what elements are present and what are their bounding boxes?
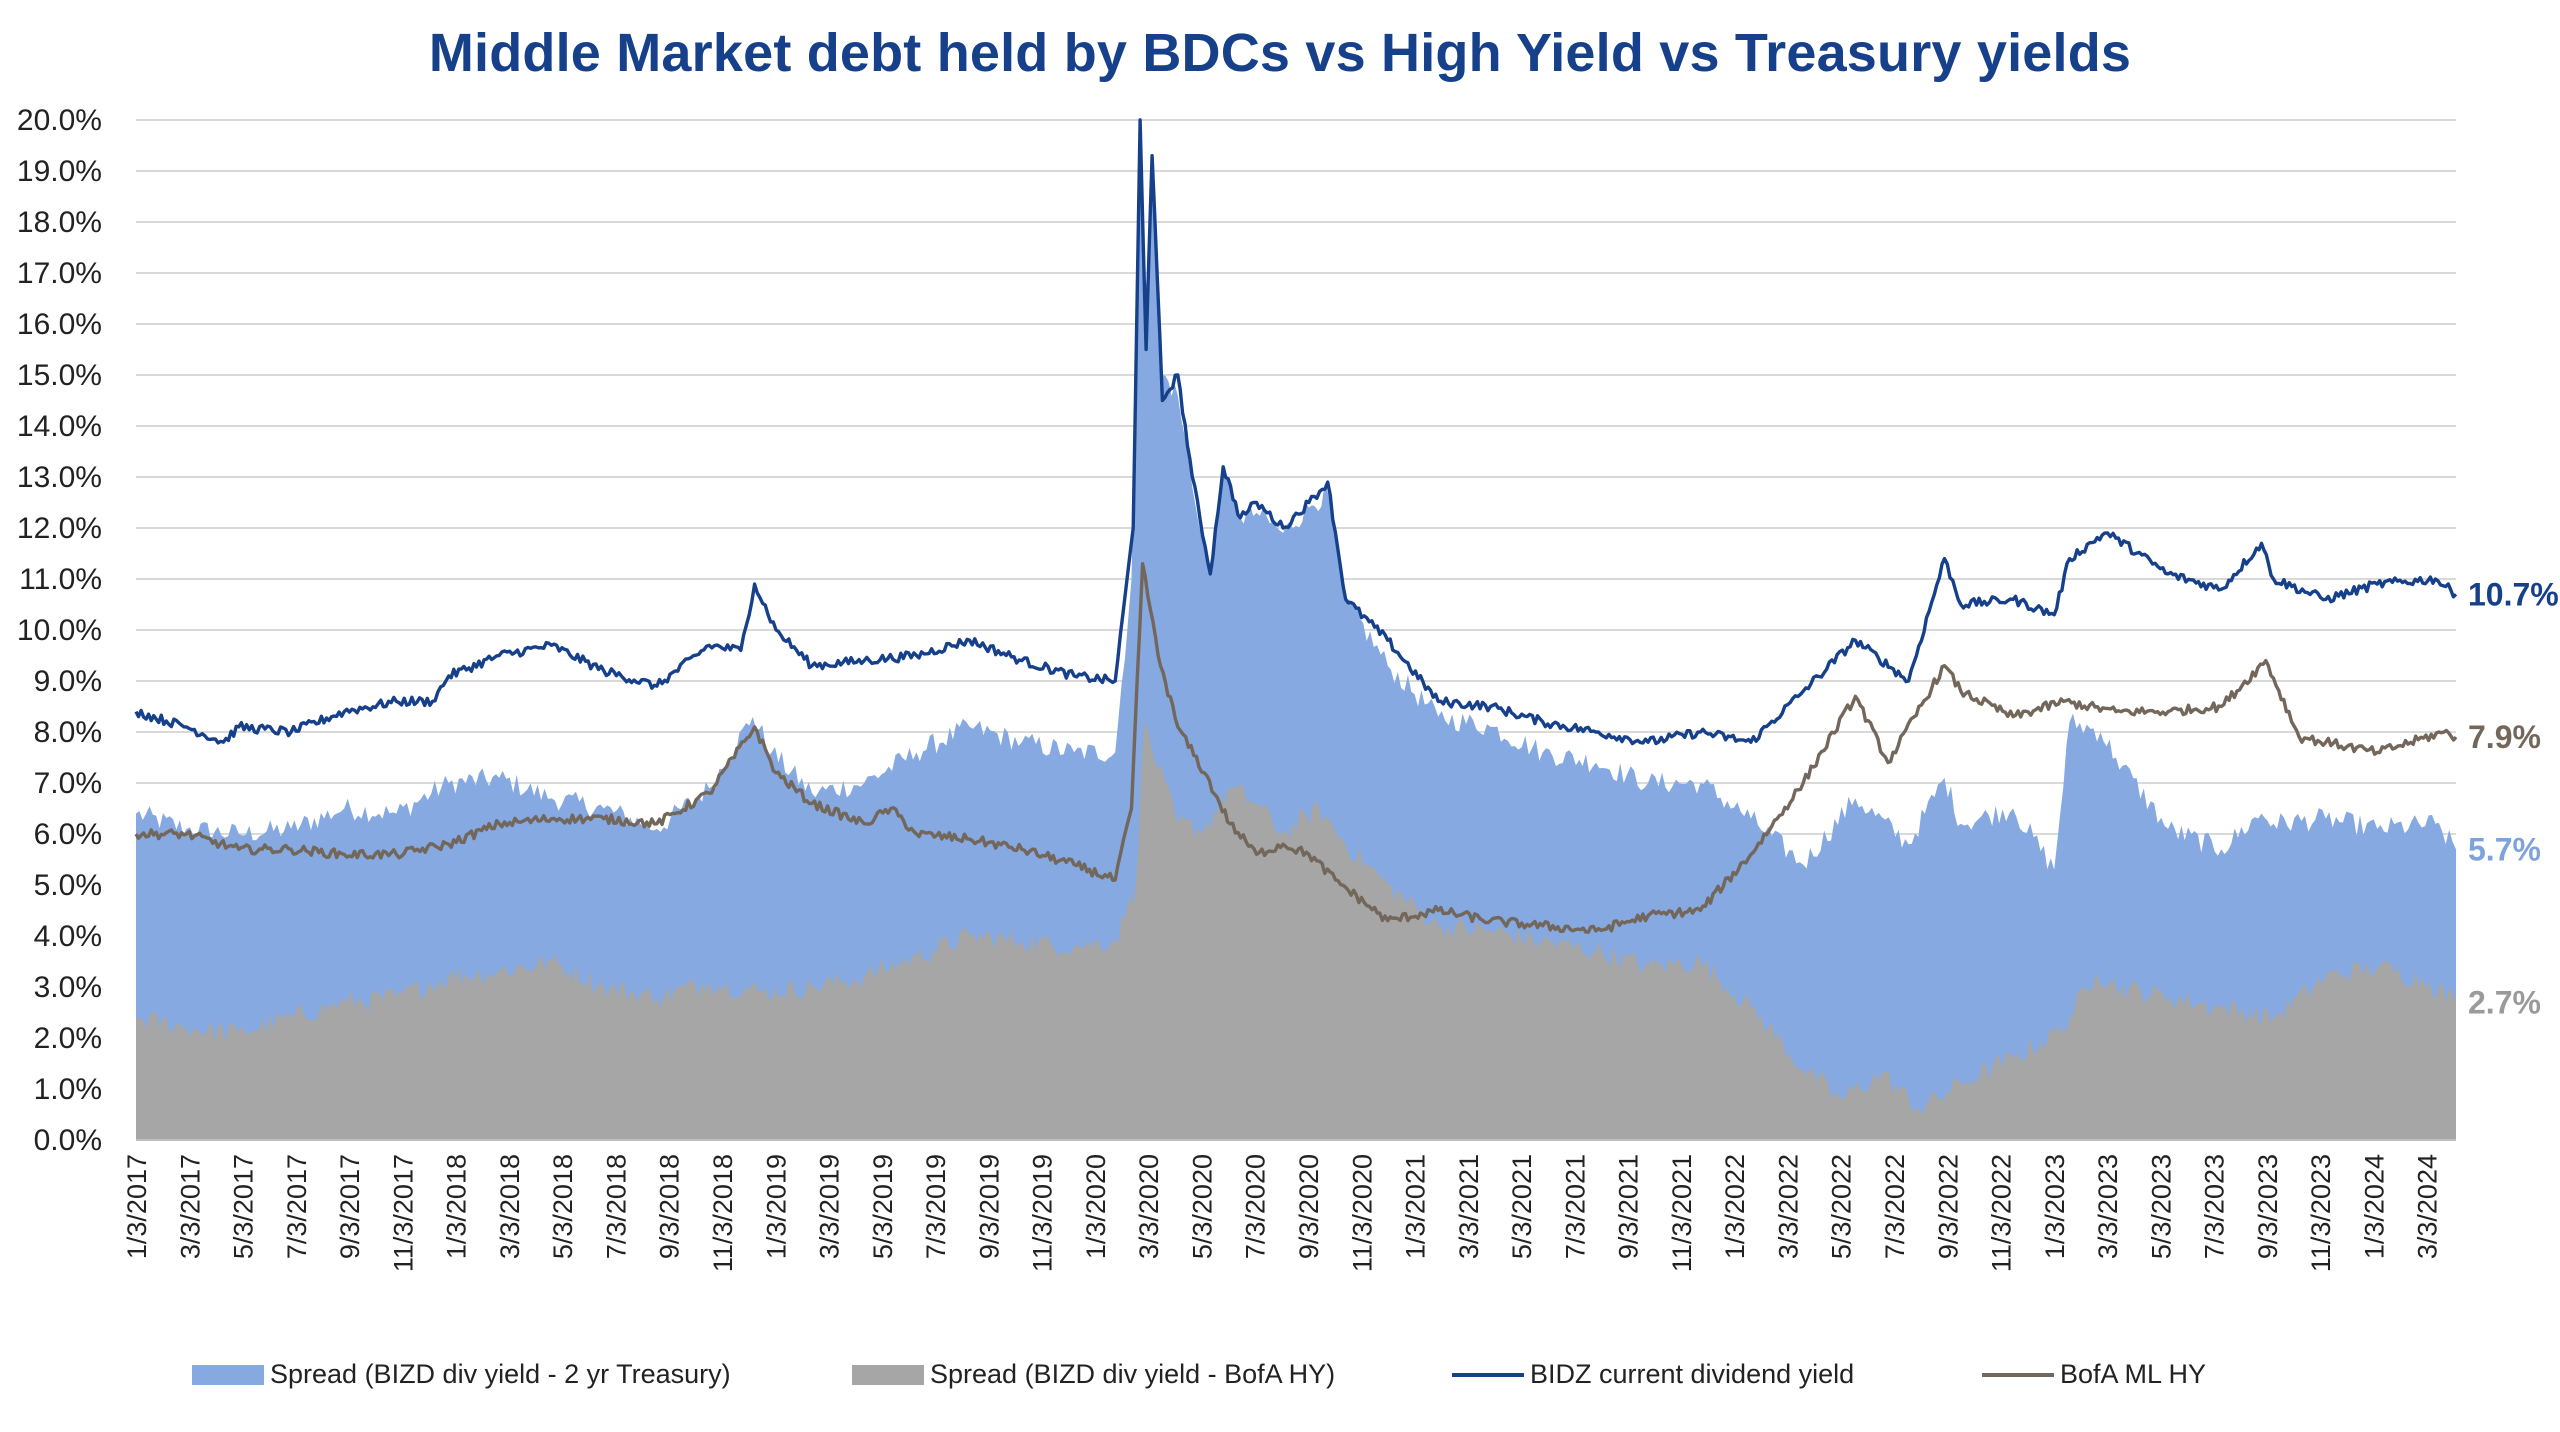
line-bofa-ml-hy [134, 562, 2458, 934]
x-tick-label: 1/3/2020 [1081, 1154, 1111, 1259]
x-tick-label: 11/3/2018 [708, 1154, 738, 1272]
x-tick-label: 1/3/2024 [2359, 1154, 2389, 1259]
x-tick-label: 1/3/2018 [442, 1154, 472, 1259]
end-labels: 5.7% 2.7% 10.7% 7.9% [2468, 576, 2559, 1020]
x-tick-label: 11/3/2017 [388, 1154, 418, 1272]
y-tick-label: 6.0% [34, 818, 102, 851]
end-label: 7.9% [2468, 719, 2541, 755]
x-tick-label: 7/3/2021 [1560, 1154, 1590, 1259]
y-tick-label: 0.0% [34, 1124, 102, 1157]
y-tick-label: 18.0% [17, 206, 102, 239]
chart-title: Middle Market debt held by BDCs vs High … [428, 23, 2132, 83]
x-tick-label: 11/3/2022 [1987, 1154, 2017, 1272]
x-tick-label: 9/3/2020 [1294, 1154, 1324, 1259]
y-tick-label: 10.0% [17, 614, 102, 647]
y-tick-label: 11.0% [19, 563, 102, 596]
legend-label: BofA ML HY [2060, 1359, 2206, 1389]
line-bidz-current-dividend-yield [134, 118, 2458, 746]
x-tick-label: 7/3/2018 [601, 1154, 631, 1259]
x-tick-label: 7/3/2019 [921, 1154, 951, 1259]
y-tick-label: 4.0% [34, 920, 102, 953]
x-tick-label: 5/3/2018 [548, 1154, 578, 1259]
y-tick-label: 20.0% [17, 104, 102, 137]
y-tick-label: 12.0% [17, 512, 102, 545]
x-tick-label: 5/3/2019 [868, 1154, 898, 1259]
y-tick-label: 7.0% [34, 767, 102, 800]
x-tick-label: 11/3/2020 [1347, 1154, 1377, 1272]
x-tick-label: 7/3/2022 [1880, 1154, 1910, 1259]
x-tick-label: 1/3/2022 [1720, 1154, 1750, 1259]
end-label: 2.7% [2468, 984, 2541, 1020]
x-tick-label: 3/3/2019 [815, 1154, 845, 1259]
x-tick-label: 3/3/2024 [2413, 1154, 2443, 1259]
y-tick-label: 15.0% [17, 359, 102, 392]
x-tick-label: 3/3/2020 [1134, 1154, 1164, 1259]
area-spread-bizd-div-yield-bofa-hy- [136, 721, 2456, 1140]
x-tick-label: 5/3/2022 [1827, 1154, 1857, 1259]
y-tick-label: 9.0% [34, 665, 102, 698]
x-tick-label: 7/3/2017 [282, 1154, 312, 1259]
area-series-layer [136, 135, 2456, 1141]
x-tick-label: 3/3/2022 [1773, 1154, 1803, 1259]
x-tick-label: 7/3/2023 [2200, 1154, 2230, 1259]
x-tick-label: 9/3/2019 [974, 1154, 1004, 1259]
y-tick-label: 19.0% [17, 155, 102, 188]
y-tick-label: 8.0% [34, 716, 102, 749]
x-tick-label: 1/3/2017 [122, 1154, 152, 1259]
x-tick-label: 1/3/2021 [1401, 1154, 1431, 1259]
x-tick-label: 9/3/2023 [2253, 1154, 2283, 1259]
x-tick-label: 9/3/2022 [1933, 1154, 1963, 1259]
x-tick-label: 3/3/2021 [1454, 1154, 1484, 1259]
x-tick-label: 1/3/2023 [2040, 1154, 2070, 1259]
x-tick-label: 5/3/2021 [1507, 1154, 1537, 1259]
x-tick-label: 5/3/2020 [1187, 1154, 1217, 1259]
y-tick-label: 5.0% [34, 869, 102, 902]
y-tick-label: 1.0% [34, 1073, 102, 1106]
y-tick-label: 14.0% [17, 410, 102, 443]
axes: 0.0% 1.0% 2.0% 3.0% 4.0% 5.0% 6.0% 7.0% 8.0% 9.0%… [17, 104, 2456, 1272]
end-label: 10.7% [2468, 576, 2559, 612]
x-tick-label: 11/3/2021 [1667, 1154, 1697, 1272]
x-tick-label: 1/3/2019 [761, 1154, 791, 1259]
y-tick-label: 2.0% [34, 1022, 102, 1055]
y-tick-label: 17.0% [17, 257, 102, 290]
y-tick-label: 13.0% [17, 461, 102, 494]
x-tick-label: 9/3/2021 [1614, 1154, 1644, 1259]
legend: Spread (BIZD div yield - 2 yr Treasury) S… [192, 1359, 2206, 1389]
x-tick-label: 3/3/2017 [175, 1154, 205, 1259]
legend-swatch [192, 1365, 264, 1385]
y-tick-label: 16.0% [17, 308, 102, 341]
x-tick-label: 5/3/2023 [2146, 1154, 2176, 1259]
x-tick-label: 9/3/2018 [655, 1154, 685, 1259]
area-spread-bizd-div-yield-2-yr-treasury- [136, 135, 2456, 1141]
x-tick-label: 3/3/2023 [2093, 1154, 2123, 1259]
line-series-layer [134, 118, 2458, 934]
x-tick-label: 11/3/2023 [2306, 1154, 2336, 1272]
y-tick-label: 3.0% [34, 971, 102, 1004]
end-label: 5.7% [2468, 831, 2541, 867]
x-tick-label: 3/3/2018 [495, 1154, 525, 1259]
legend-swatch [852, 1365, 924, 1385]
legend-label: BIDZ current dividend yield [1530, 1359, 1854, 1389]
x-tick-label: 9/3/2017 [335, 1154, 365, 1259]
x-tick-label: 11/3/2019 [1028, 1154, 1058, 1272]
x-tick-label: 7/3/2020 [1241, 1154, 1271, 1259]
x-tick-label: 5/3/2017 [229, 1154, 259, 1259]
legend-label: Spread (BIZD div yield - BofA HY) [930, 1359, 1335, 1389]
legend-label: Spread (BIZD div yield - 2 yr Treasury) [270, 1359, 731, 1389]
